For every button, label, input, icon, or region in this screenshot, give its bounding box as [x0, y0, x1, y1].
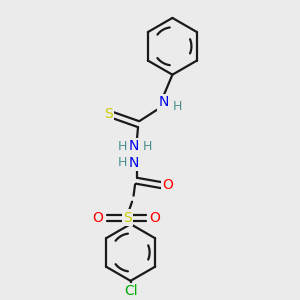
Text: O: O: [150, 211, 160, 225]
Text: N: N: [128, 156, 139, 170]
Text: O: O: [162, 178, 173, 192]
Text: S: S: [104, 107, 112, 121]
Text: H: H: [143, 140, 153, 153]
Text: O: O: [92, 211, 103, 225]
Text: S: S: [123, 211, 132, 224]
Text: H: H: [173, 100, 182, 112]
Text: H: H: [118, 140, 127, 153]
Text: H: H: [118, 156, 127, 169]
Text: N: N: [128, 140, 139, 153]
Text: N: N: [158, 95, 169, 110]
Text: Cl: Cl: [124, 284, 137, 298]
